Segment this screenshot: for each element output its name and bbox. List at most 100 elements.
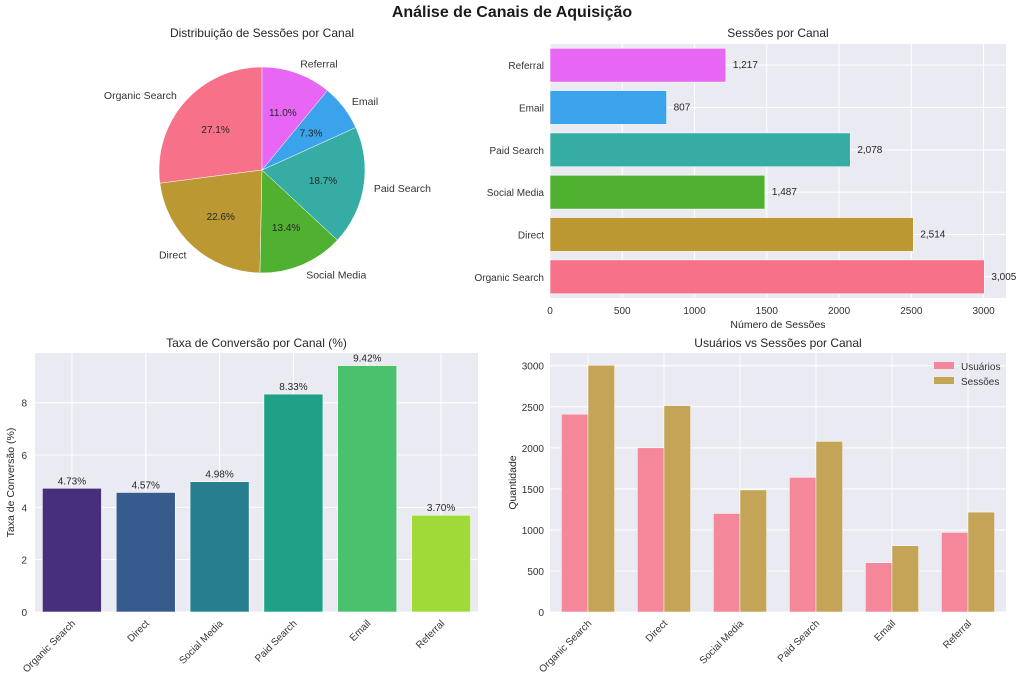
pie-percent-label: 27.1% xyxy=(201,125,229,136)
conv-value-label: 8.33% xyxy=(279,382,307,393)
hbar-bar xyxy=(549,174,766,210)
legend-label: Usuários xyxy=(961,362,1000,373)
pie-slice xyxy=(261,66,328,171)
hbar-bar xyxy=(549,259,985,295)
plot-background xyxy=(550,44,1006,298)
pie-chart: Distribuição de Sessões por Canal 27.1% Or… xyxy=(104,26,431,281)
pie-slice-label: Organic Search xyxy=(104,90,177,102)
hbar-bar xyxy=(549,90,667,125)
users-bar xyxy=(789,477,817,613)
pie-slice-label: Direct xyxy=(159,249,187,261)
y-tick-label: 2000 xyxy=(522,444,545,455)
conv-value-label: 9.42% xyxy=(353,354,381,365)
y-tick-label: Email xyxy=(519,104,544,115)
x-tick-label: Paid Search xyxy=(253,618,299,664)
sessions-bar xyxy=(967,511,995,613)
x-tick-label: 500 xyxy=(614,306,631,317)
sessions-bar xyxy=(739,489,767,613)
x-tick-label: 3000 xyxy=(972,306,995,317)
y-tick-label: 2500 xyxy=(522,403,545,414)
conv-bar xyxy=(189,481,250,613)
pie-slice-label: Social Media xyxy=(306,269,366,281)
sessions-hbar-chart: Sessões por Canal 0 500 1000 1500 2000 2500 300… xyxy=(475,26,1017,331)
users-bar xyxy=(637,447,665,613)
pie-slice xyxy=(158,66,263,184)
hbar-value-label: 1,487 xyxy=(772,187,797,198)
pie-percent-label: 11.0% xyxy=(269,108,297,119)
y-axis-label: Taxa de Conversão (%) xyxy=(5,428,17,538)
pie-slice-label: Email xyxy=(352,96,378,108)
conv-value-label: 4.73% xyxy=(58,476,86,487)
y-tick-label: 500 xyxy=(527,567,544,578)
x-tick-label: 1500 xyxy=(756,306,779,317)
x-tick-label: Organic Search xyxy=(537,618,594,675)
y-tick-label: 3000 xyxy=(522,362,545,373)
hbar-value-label: 2,078 xyxy=(857,145,882,156)
y-axis-label: Quantidade xyxy=(507,455,519,509)
conv-bar xyxy=(337,365,398,613)
sessions-bar xyxy=(815,441,843,613)
pie-slice xyxy=(259,169,338,274)
y-tick-label: 1000 xyxy=(522,526,545,537)
hbar-value-label: 807 xyxy=(674,103,691,114)
x-tick-label: 2000 xyxy=(828,306,851,317)
conversion-bar-chart: Taxa de Conversão por Canal (%) 0 2 4 6 8 4.73… xyxy=(5,336,478,675)
y-tick-label: Paid Search xyxy=(490,146,544,157)
y-tick-label: Direct xyxy=(518,231,544,242)
hbar-title: Sessões por Canal xyxy=(727,26,828,40)
pie-slice xyxy=(261,127,366,241)
plot-background xyxy=(550,353,1006,612)
conv-value-label: 4.57% xyxy=(132,480,160,491)
pie-slice-label: Paid Search xyxy=(374,183,431,195)
pie-percent-label: 22.6% xyxy=(207,212,235,223)
pie-title: Distribuição de Sessões por Canal xyxy=(170,26,354,40)
legend-swatch xyxy=(934,377,954,384)
legend-swatch xyxy=(934,362,954,369)
legend-label: Sessões xyxy=(961,377,999,388)
conv-value-label: 4.98% xyxy=(205,470,233,481)
conv-bar xyxy=(42,487,102,613)
conv-bar xyxy=(411,514,471,613)
x-tick-label: 1000 xyxy=(683,306,706,317)
plot-background xyxy=(35,353,478,612)
grouped-title: Usuários vs Sessões por Canal xyxy=(694,336,861,350)
y-tick-label: Organic Search xyxy=(475,273,544,284)
pie-percent-label: 18.7% xyxy=(309,176,337,187)
y-tick-label: 1500 xyxy=(522,485,545,496)
y-tick-label: Referral xyxy=(508,61,544,72)
y-tick-label: Social Media xyxy=(487,188,545,199)
pie-slice xyxy=(159,169,263,274)
hbar-bar xyxy=(549,217,914,252)
y-tick-label: 0 xyxy=(21,608,27,619)
x-tick-label: Paid Search xyxy=(776,618,822,664)
y-tick-label: 0 xyxy=(538,608,544,619)
x-tick-label: Direct xyxy=(126,618,152,644)
conv-value-label: 3.70% xyxy=(427,503,455,514)
x-tick-label: Organic Search xyxy=(21,618,78,675)
x-axis-label: Número de Sessões xyxy=(730,319,825,331)
pie-percent-label: 7.3% xyxy=(300,128,323,139)
sessions-bar xyxy=(891,545,919,613)
hbar-value-label: 3,005 xyxy=(991,272,1016,283)
x-tick-label: 0 xyxy=(547,306,553,317)
x-tick-label: Referral xyxy=(941,618,974,651)
conv-title: Taxa de Conversão por Canal (%) xyxy=(166,336,347,350)
x-tick-label: Email xyxy=(873,618,898,643)
figure-title: Análise de Canais de Aquisição xyxy=(391,4,633,21)
x-tick-label: Social Media xyxy=(177,618,226,667)
x-tick-label: Direct xyxy=(644,618,670,644)
x-tick-label: Email xyxy=(348,618,373,643)
x-tick-label: 2500 xyxy=(900,306,923,317)
users-vs-sessions-chart: Usuários vs Sessões por Canal 0 500 1000 150… xyxy=(507,336,1006,675)
legend: Usuários Sessões xyxy=(934,362,1000,388)
conv-bar xyxy=(115,492,176,613)
sessions-bar xyxy=(587,365,615,613)
users-bar xyxy=(713,513,741,613)
pie-slice-label: Referral xyxy=(300,58,337,70)
hbar-value-label: 2,514 xyxy=(920,230,945,241)
y-tick-label: 8 xyxy=(21,399,27,410)
y-tick-label: 6 xyxy=(21,451,27,462)
users-bar xyxy=(865,562,893,613)
users-bar xyxy=(941,532,969,613)
